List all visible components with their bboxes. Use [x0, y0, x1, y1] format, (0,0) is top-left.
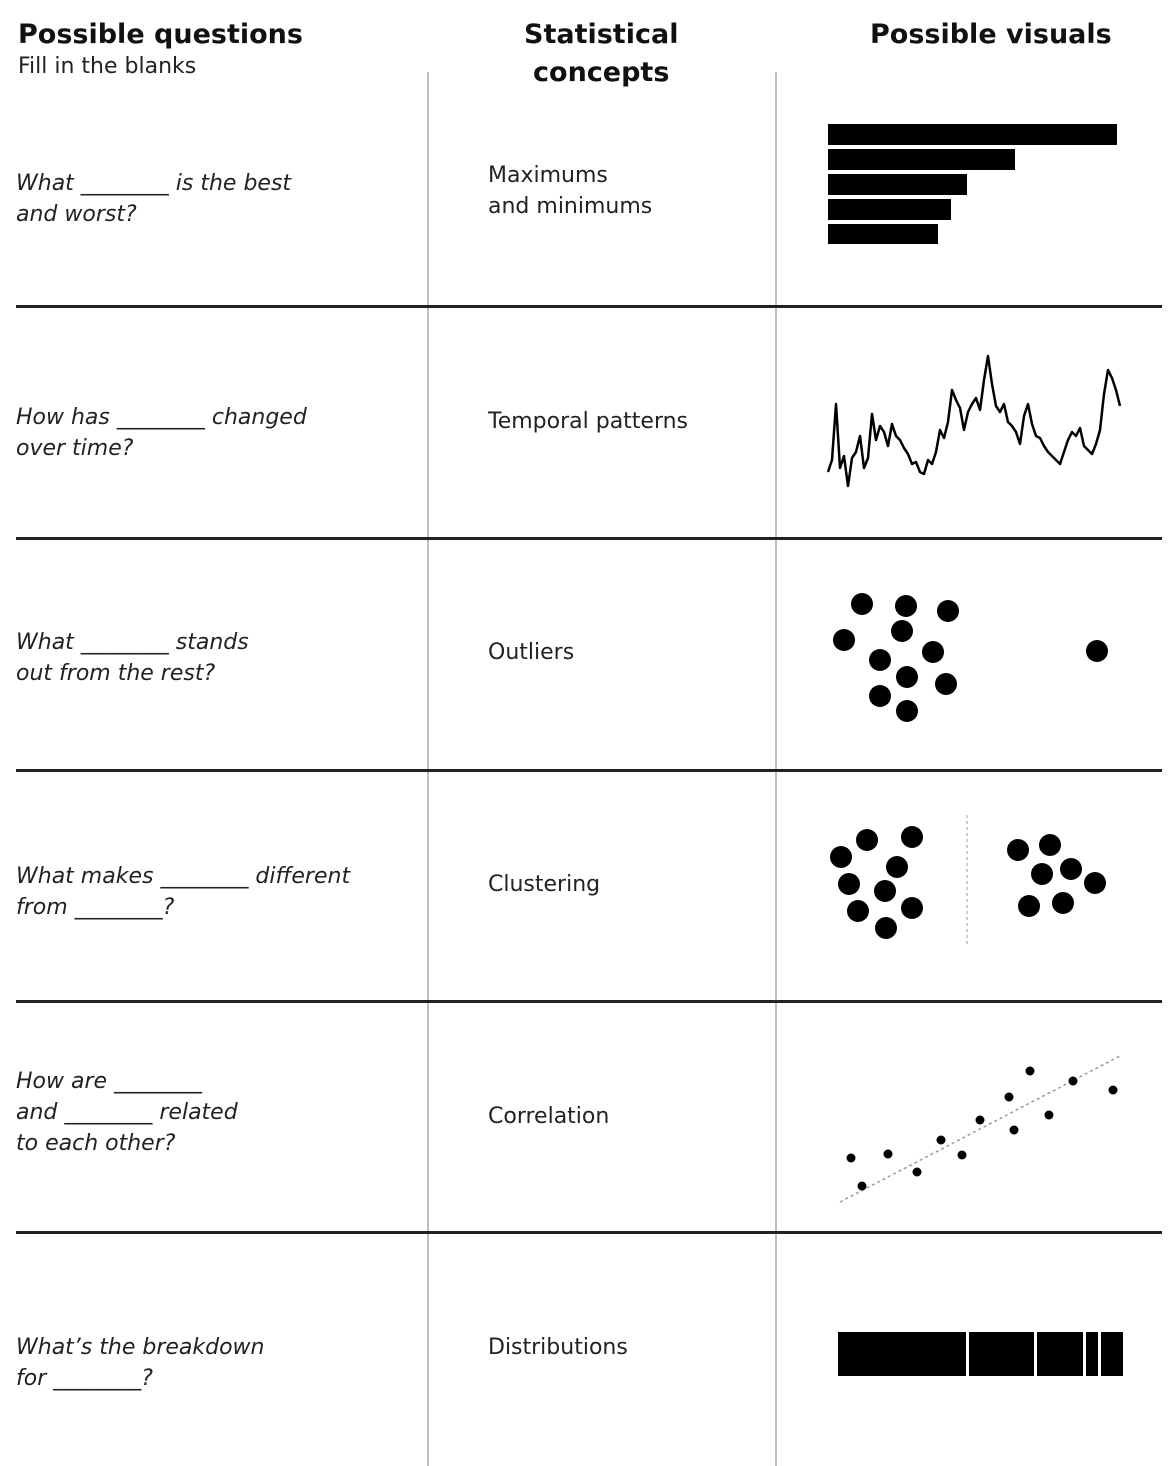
visuals-header: Possible visuals: [870, 19, 1112, 50]
question-5: How are ________ and ________ related to…: [16, 1069, 238, 1156]
line-chart-icon: [826, 354, 1122, 488]
question-2: How has ________ changed over time?: [16, 405, 307, 461]
concept-4: Clustering: [488, 872, 601, 897]
question-1: What ________ is the best and worst?: [16, 171, 292, 227]
row-divider-2: [16, 537, 1162, 540]
concept-6: Distributions: [488, 1335, 628, 1360]
stacked-bar-icon: [838, 1332, 1123, 1376]
scatter-trend-icon: [839, 1055, 1121, 1203]
cluster-dots-icon: [830, 815, 1106, 947]
concept-1: Maximums and minimums: [488, 163, 653, 219]
row-divider-5: [16, 1231, 1162, 1234]
row-divider-4: [16, 1000, 1162, 1003]
outlier-dots-icon: [833, 593, 1108, 722]
concept-2: Temporal patterns: [488, 409, 689, 434]
concept-5: Correlation: [488, 1104, 610, 1129]
concepts-header: Statistical concepts: [524, 19, 679, 88]
concept-3: Outliers: [488, 640, 575, 665]
horizontal-bar-chart-icon: [828, 124, 1117, 244]
questions-header: Possible questions: [18, 19, 303, 50]
row-divider-3: [16, 769, 1162, 772]
question-3: What ________ stands out from the rest?: [16, 630, 249, 686]
question-4: What makes ________ different from _____…: [16, 864, 351, 920]
question-6: What’s the breakdown for ________?: [16, 1335, 265, 1391]
row-divider-1: [16, 305, 1162, 308]
questions-subheader: Fill in the blanks: [18, 54, 197, 79]
